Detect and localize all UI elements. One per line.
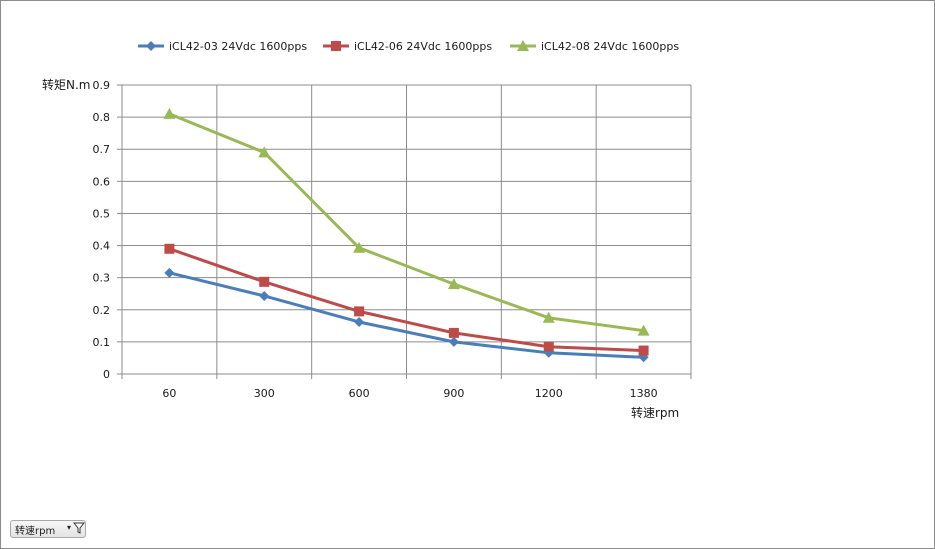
data-point-square [448, 327, 459, 338]
y-axis-ticks: 0 0.1 0.2 0.3 0.4 0.5 0.6 0.7 0.8 0.9 [93, 79, 111, 381]
series-group [163, 107, 650, 363]
data-point-triangle [353, 241, 366, 253]
x-axis-title: 转速rpm [631, 405, 679, 420]
y-tick-label: 0 [103, 368, 110, 381]
series-line-1 [169, 271, 644, 359]
y-tick-label: 0.9 [93, 79, 111, 92]
data-point-square [543, 341, 554, 352]
data-point-square [259, 276, 270, 287]
y-tick-label: 0.6 [93, 175, 111, 188]
series-line-2 [168, 247, 644, 353]
axes [117, 84, 692, 379]
data-point-square [164, 243, 175, 254]
y-tick-label: 0.3 [93, 272, 111, 285]
x-tick-label: 300 [254, 387, 275, 400]
data-point-triangle [542, 311, 555, 323]
field-filter-label: 转速rpm [15, 525, 56, 537]
y-axis-title: 转矩N.m [42, 77, 90, 92]
y-tick-label: 0.4 [93, 240, 111, 253]
data-point-diamond [259, 290, 270, 301]
legend-label: iCL42-03 24Vdc 1600pps [169, 40, 307, 53]
y-tick-label: 0.7 [93, 143, 111, 156]
x-tick-label: 60 [162, 387, 176, 400]
y-tick-label: 0.1 [93, 336, 111, 349]
y-tick-label: 0.2 [93, 304, 111, 317]
x-tick-label: 900 [443, 387, 464, 400]
data-point-triangle [447, 278, 460, 290]
x-tick-label: 600 [349, 387, 370, 400]
series-line-3 [168, 112, 644, 333]
y-tick-label: 0.8 [93, 111, 111, 124]
data-point-diamond [164, 267, 175, 278]
data-point-diamond [448, 336, 459, 347]
field-filter-button[interactable]: 转速rpm ▾ [10, 520, 86, 538]
data-point-square [354, 306, 365, 317]
x-axis-ticks: 60 300 600 900 1200 1380 [162, 387, 657, 400]
data-point-triangle [637, 324, 650, 336]
legend-marker-triangle [517, 40, 529, 51]
legend-marker-square [331, 41, 341, 51]
legend-label: iCL42-08 24Vdc 1600pps [541, 40, 679, 53]
dropdown-arrow-icon: ▾ [67, 523, 72, 532]
x-tick-label: 1200 [535, 387, 563, 400]
x-tick-label: 1380 [630, 387, 658, 400]
data-point-triangle [258, 146, 271, 158]
data-point-square [638, 345, 649, 356]
data-point-triangle [163, 107, 176, 119]
y-tick-label: 0.5 [93, 207, 111, 220]
legend: iCL42-03 24Vdc 1600pps iCL42-06 24Vdc 160… [138, 40, 679, 53]
legend-label: iCL42-06 24Vdc 1600pps [354, 40, 492, 53]
legend-marker-diamond [146, 41, 156, 51]
data-point-diamond [354, 316, 365, 327]
filter-funnel-icon [73, 522, 85, 534]
